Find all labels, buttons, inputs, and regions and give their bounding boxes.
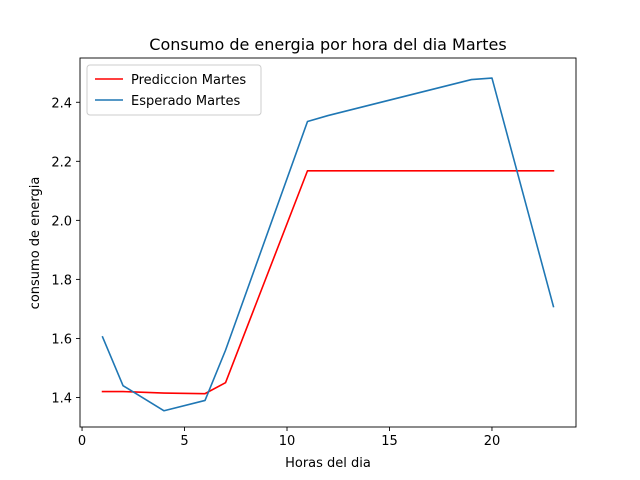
y-tick-label: 2.4 <box>51 96 72 111</box>
x-axis-label: Horas del dia <box>285 456 371 471</box>
x-tick-label: 15 <box>381 434 398 449</box>
x-tick-label: 0 <box>78 434 86 449</box>
series-line-1 <box>101 169 555 395</box>
plot-frame <box>79 57 577 428</box>
legend-label: Prediccion Martes <box>131 73 246 88</box>
legend-label: Esperado Martes <box>131 94 241 109</box>
legend-box <box>86 64 262 116</box>
x-tick-label: 5 <box>180 434 188 449</box>
y-tick-label: 1.6 <box>51 332 72 347</box>
legend: Prediccion Martes Esperado Martes <box>86 64 262 116</box>
y-tick-label: 2.2 <box>51 155 72 170</box>
y-tick-label: 1.4 <box>51 391 72 406</box>
series-layer <box>101 77 555 412</box>
x-tick-label: 10 <box>279 434 296 449</box>
series-line-2 <box>101 77 555 412</box>
y-tick-label: 1.8 <box>51 273 72 288</box>
chart-title: Consumo de energia por hora del dia Mart… <box>149 35 506 54</box>
y-tick-label: 2.0 <box>51 214 72 229</box>
x-tick-label: 20 <box>484 434 501 449</box>
axes-layer: 0 5 10 15 20 1.4 1.6 1.8 2.0 2.2 2.4 <box>51 57 577 449</box>
y-axis-label: consumo de energia <box>28 177 43 310</box>
